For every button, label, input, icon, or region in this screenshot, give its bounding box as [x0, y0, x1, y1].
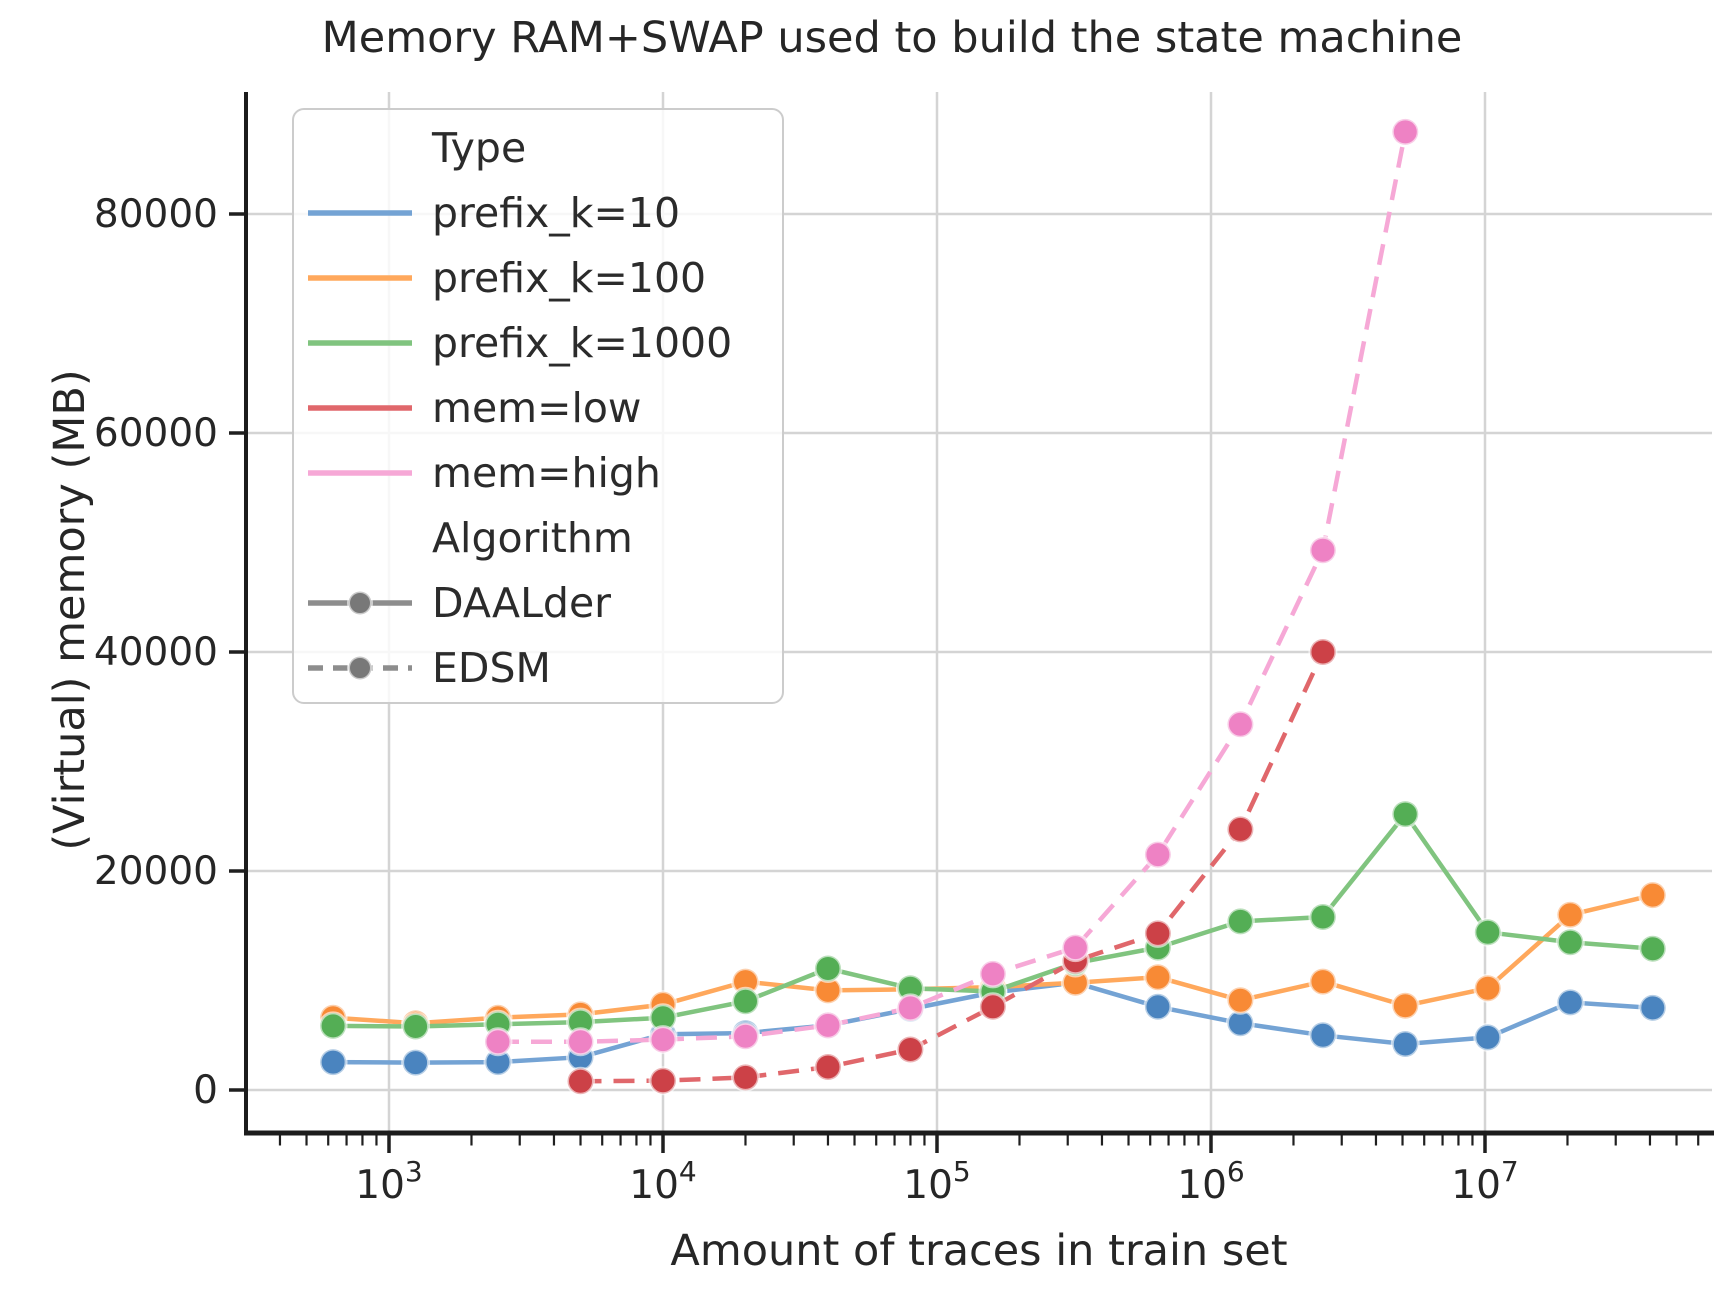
marker-prefix_k=10: [318, 1047, 348, 1077]
marker-prefix_k=1000: [1473, 917, 1503, 947]
legend-item-EDSM: EDSM: [294, 635, 782, 700]
marker-mem=high: [1060, 933, 1090, 963]
marker-mem=low: [1143, 918, 1173, 948]
marker-mem=low: [978, 992, 1008, 1022]
marker-prefix_k=1000: [401, 1012, 431, 1041]
marker-prefix_k=10: [1308, 1020, 1338, 1050]
legend-item-prefix_k=10: prefix_k=10: [294, 180, 782, 245]
marker-prefix_k=1000: [813, 954, 843, 983]
marker-prefix_k=1000: [1555, 927, 1585, 957]
marker-mem=high: [813, 1010, 843, 1040]
legend-item-mem=high: mem=high: [294, 440, 782, 505]
legend-swatch: [294, 652, 432, 684]
marker-mem=low: [813, 1052, 843, 1082]
legend-item-label: prefix_k=100: [432, 253, 707, 302]
marker-prefix_k=10: [1638, 993, 1668, 1023]
marker-mem=low: [1308, 637, 1338, 667]
legend-swatch: [294, 392, 432, 424]
marker-prefix_k=100: [1390, 991, 1420, 1021]
marker-mem=low: [566, 1066, 595, 1096]
x-axis-label: Amount of traces in train set: [670, 1226, 1288, 1276]
marker-prefix_k=1000: [1638, 934, 1668, 964]
line-icon: [308, 274, 412, 281]
x-tick-label-10e6: 106: [1177, 1155, 1244, 1208]
marker-mem=high: [1390, 117, 1420, 147]
legend-swatch: [294, 327, 432, 359]
marker-mem=high: [978, 959, 1008, 989]
marker-mem=high: [483, 1027, 513, 1057]
marker-mem=high: [1225, 709, 1255, 739]
line-mem=low: [580, 651, 1325, 1084]
legend-item-prefix_k=100: prefix_k=100: [294, 245, 782, 310]
marker-prefix_k=100: [1143, 962, 1173, 992]
chart-title: Memory RAM+SWAP used to build the state …: [321, 13, 1463, 63]
x-tick-label-10e3: 103: [355, 1155, 422, 1208]
legend-section-type: Type: [294, 115, 782, 180]
marker-mem=high: [648, 1025, 678, 1055]
y-tick-label-20000: 20000: [94, 849, 218, 894]
marker-prefix_k=100: [1308, 967, 1338, 997]
y-tick-label-40000: 40000: [94, 630, 218, 675]
tick-labels: 0 20000 40000 60000 80000 103 104 105 106 107: [94, 192, 1519, 1208]
y-tick-label-80000: 80000: [94, 192, 218, 237]
legend: Type prefix_k=10 prefix_k=100 prefix_k=1000…: [292, 108, 784, 704]
marker-prefix_k=1000: [1308, 902, 1338, 932]
marker-prefix_k=1000: [1390, 799, 1420, 829]
marker-mem=high: [731, 1021, 760, 1051]
legend-item-label: prefix_k=10: [432, 188, 681, 237]
legend-swatch: [294, 587, 432, 619]
marker-mem=high: [1308, 535, 1338, 565]
tick-marks: [229, 212, 1700, 1153]
line-icon: [308, 339, 412, 346]
marker-prefix_k=10: [1473, 1022, 1503, 1052]
legend-item-label: mem=low: [432, 383, 642, 432]
line-icon: [308, 404, 412, 411]
marker-prefix_k=1000: [731, 986, 760, 1016]
marker-mem=high: [1143, 840, 1173, 870]
marker-prefix_k=10: [1555, 987, 1585, 1017]
marker-prefix_k=10: [401, 1048, 431, 1078]
legend-swatch: [294, 262, 432, 294]
x-tick-label-10e7: 107: [1451, 1155, 1518, 1208]
marker-prefix_k=1000: [1225, 906, 1255, 936]
legend-header: Type: [432, 123, 527, 172]
y-tick-label-0: 0: [193, 1068, 218, 1113]
legend-item-label: mem=high: [432, 448, 661, 497]
legend-item-DAALder: DAALder: [294, 570, 782, 635]
x-tick-label-10e5: 105: [903, 1155, 970, 1208]
legend-item-prefix_k=1000: prefix_k=1000: [294, 310, 782, 375]
line-marker-icon: [308, 654, 412, 681]
line-marker-icon: [308, 589, 412, 616]
marker-mem=high: [566, 1027, 595, 1057]
line-icon: [308, 469, 412, 476]
legend-swatch: [294, 457, 432, 489]
series-mem=low: [566, 637, 1338, 1096]
marker-mem=low: [648, 1066, 678, 1096]
series-prefix_k=1000: [318, 799, 1668, 1041]
marker-prefix_k=100: [1555, 900, 1585, 930]
y-tick-label-60000: 60000: [94, 411, 218, 456]
legend-header: Algorithm: [432, 513, 633, 562]
series-mem=high: [483, 117, 1420, 1057]
marker-prefix_k=10: [1143, 992, 1173, 1022]
marker-prefix_k=100: [1473, 973, 1503, 1003]
marker-mem=low: [731, 1062, 760, 1092]
legend-item-label: prefix_k=1000: [432, 318, 733, 367]
legend-swatch: [294, 197, 432, 229]
legend-section-algorithm: Algorithm: [294, 505, 782, 570]
marker-prefix_k=10: [1390, 1029, 1420, 1059]
line-icon: [308, 209, 412, 216]
x-tick-label-10e4: 104: [629, 1155, 696, 1208]
marker-mem=low: [1225, 814, 1255, 844]
marker-mem=low: [895, 1035, 925, 1064]
marker-prefix_k=100: [1225, 985, 1255, 1015]
legend-item-label: DAALder: [432, 578, 612, 627]
marker-prefix_k=1000: [318, 1011, 348, 1041]
marker-mem=high: [895, 993, 925, 1023]
legend-item-label: EDSM: [432, 643, 551, 692]
legend-item-mem=low: mem=low: [294, 375, 782, 440]
marker-prefix_k=100: [1638, 880, 1668, 910]
